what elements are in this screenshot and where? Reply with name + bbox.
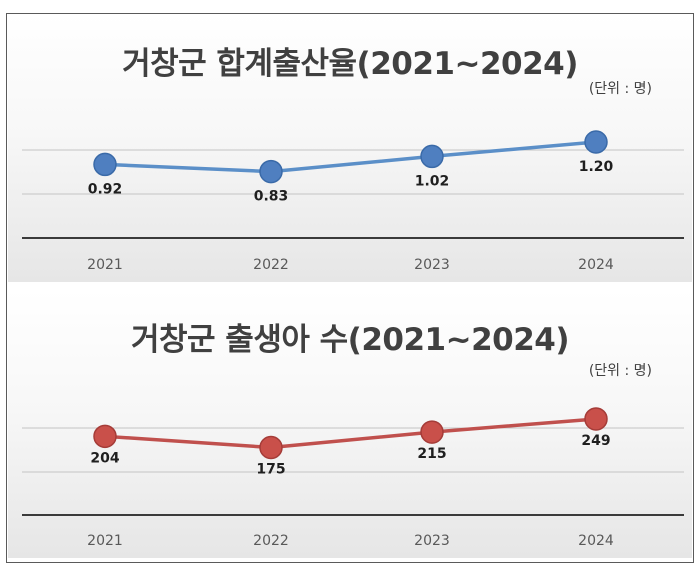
fertility-rate-plot: 2021 2022 2023 2024 0.92 0.83 1.02 1.20 xyxy=(22,130,684,273)
data-label: 1.20 xyxy=(579,159,614,175)
data-label: 204 xyxy=(90,450,119,466)
unit-label: (단위 : 명) xyxy=(588,363,652,379)
data-point xyxy=(584,407,608,431)
data-point xyxy=(420,144,444,169)
fertility-rate-chart-panel: 거창군 합계출산율(2021~2024) (단위 : 명) 2021 2022 20… xyxy=(8,14,692,282)
data-label: 1.02 xyxy=(415,173,450,189)
x-tick-label: 2023 xyxy=(414,257,450,273)
data-point xyxy=(420,420,444,444)
data-point xyxy=(93,152,117,177)
x-tick-label: 2022 xyxy=(253,257,289,273)
births-chart-panel: 거창군 출생아 수(2021~2024) (단위 : 명) 2021 2022 20… xyxy=(8,290,692,558)
unit-label: (단위 : 명) xyxy=(588,81,652,97)
x-tick-label: 2023 xyxy=(414,533,450,549)
data-point xyxy=(584,130,608,154)
data-point xyxy=(259,435,283,460)
data-label: 215 xyxy=(417,446,446,462)
series-line xyxy=(104,140,597,174)
data-label: 0.83 xyxy=(254,189,289,205)
data-point xyxy=(93,424,117,449)
x-tick-label: 2022 xyxy=(253,533,289,549)
data-label: 0.92 xyxy=(88,181,123,197)
chart-title: 거창군 출생아 수(2021~2024) xyxy=(130,322,570,358)
x-tick-label: 2021 xyxy=(87,533,123,549)
data-label: 249 xyxy=(581,433,610,449)
x-tick-label: 2021 xyxy=(87,257,123,273)
chart-title: 거창군 합계출산율(2021~2024) xyxy=(122,46,578,82)
data-label: 175 xyxy=(256,462,285,478)
x-tick-label: 2024 xyxy=(578,257,614,273)
x-tick-label: 2024 xyxy=(578,533,614,549)
data-point xyxy=(259,159,283,184)
births-plot: 2021 2022 2023 2024 204 175 215 249 xyxy=(22,407,684,549)
series-line xyxy=(104,417,597,450)
